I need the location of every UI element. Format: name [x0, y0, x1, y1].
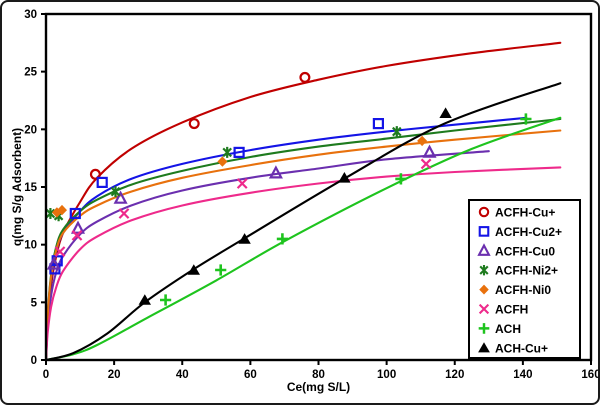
y-tick-label: 25 — [24, 67, 37, 79]
legend-label: ACH — [495, 322, 521, 336]
marker-x — [71, 230, 83, 241]
legend-label: ACFH-Ni2+ — [495, 264, 558, 278]
data-points — [45, 71, 532, 306]
marker-x — [54, 246, 66, 257]
legend: ACFH-Cu+ ACFH-Cu2+ ACFH-Cu0 ACFH-Ni2+ ACFH-N… — [468, 199, 581, 359]
x-tick-label: 80 — [312, 369, 325, 381]
legend-item-ACFH-Cu+: ACFH-Cu+ — [478, 206, 555, 220]
curve-ACH-Cu+ — [46, 82, 562, 360]
marker-filled-triangle — [439, 107, 452, 118]
legend-item-ACH-Cu+: ACH-Cu+ — [478, 341, 548, 355]
legend-label: ACFH-Cu0 — [495, 244, 555, 258]
marker-filled-triangle — [187, 264, 200, 275]
marker-filled-triangle — [478, 342, 490, 353]
legend-label: ACFH-Ni0 — [495, 283, 551, 297]
marker-filled-triangle — [238, 233, 251, 244]
marker-plus — [395, 173, 407, 185]
x-tick-label: 120 — [445, 369, 464, 381]
marker-open-triangle — [268, 165, 283, 179]
marker-filled-triangle — [338, 172, 351, 183]
y-tick-label: 15 — [24, 182, 37, 194]
legend-label: ACFH-Cu+ — [495, 206, 555, 220]
y-tick-label: 30 — [24, 9, 37, 21]
marker-open-triangle — [477, 243, 491, 256]
marker-star — [479, 264, 489, 276]
curve-ACFH-Cu0 — [46, 150, 490, 360]
series-ACFH-Cu+ — [89, 71, 311, 180]
x-tick-label: 160 — [581, 369, 600, 381]
legend-box — [468, 199, 581, 359]
marker-diamond — [217, 156, 228, 167]
marker-plus — [478, 323, 490, 334]
marker-star — [45, 208, 56, 219]
plot-box — [44, 12, 593, 362]
marker-star — [110, 186, 121, 198]
marker-x — [478, 303, 490, 315]
axis-ticks: 0 20 40 60 80 100 120 140 160 0 5 10 15 20 25 30 — [24, 9, 600, 381]
marker-open-square — [96, 176, 108, 188]
marker-star — [222, 146, 232, 158]
x-tick-label: 100 — [377, 369, 396, 381]
marker-diamond — [479, 284, 489, 295]
marker-open-circle — [89, 168, 101, 180]
y-tick-label: 10 — [24, 240, 37, 252]
marker-open-circle — [478, 206, 490, 218]
curve-ACFH-Ni0 — [46, 129, 562, 360]
marker-filled-triangle — [138, 294, 151, 305]
marker-open-triangle — [113, 190, 128, 204]
marker-open-triangle — [422, 144, 437, 158]
marker-open-circle — [299, 71, 311, 83]
x-tick-label: 0 — [43, 369, 49, 381]
marker-plus — [215, 264, 227, 276]
legend-label: ACFH — [495, 303, 528, 317]
marker-x — [420, 158, 432, 170]
series-ACH — [160, 113, 532, 306]
series-ACFH-Cu2+ — [49, 117, 384, 275]
legend-item-ACFH-Ni0: ACFH-Ni0 — [479, 283, 551, 297]
y-tick-label: 20 — [24, 124, 37, 136]
y-tick-label: 5 — [31, 297, 38, 309]
x-tick-label: 60 — [244, 369, 257, 381]
curve-ACFH — [46, 166, 562, 360]
x-tick-label: 140 — [513, 369, 532, 381]
y-axis-title: q(mg S/g Adsorbent) — [10, 127, 24, 247]
marker-star — [392, 126, 402, 138]
legend-item-ACFH-Cu2+: ACFH-Cu2+ — [478, 225, 562, 239]
marker-x — [236, 178, 248, 189]
x-tick-label: 20 — [108, 369, 121, 381]
marker-open-square — [69, 207, 81, 220]
marker-open-square — [478, 226, 490, 237]
series-ACFH — [54, 158, 432, 257]
legend-item-ACFH: ACFH — [478, 303, 528, 317]
marker-open-square — [233, 146, 245, 158]
x-axis-title: Ce(mg S/L) — [286, 380, 351, 394]
series-ACH-Cu+ — [138, 107, 452, 305]
marker-open-triangle — [46, 256, 61, 270]
fit-curves — [46, 41, 562, 360]
marker-open-circle — [188, 118, 200, 130]
legend-item-ACFH-Ni2+: ACFH-Ni2+ — [479, 264, 558, 278]
marker-plus — [160, 294, 172, 306]
x-tick-label: 40 — [176, 369, 189, 381]
series-ACFH-Cu0 — [46, 144, 437, 270]
marker-plus — [520, 113, 532, 125]
legend-label: ACH-Cu+ — [495, 341, 548, 355]
marker-open-triangle — [70, 220, 86, 234]
marker-open-square — [372, 117, 384, 130]
legend-item-ACFH-Cu0: ACFH-Cu0 — [477, 243, 555, 258]
marker-plus — [276, 233, 288, 245]
y-tick-label: 0 — [31, 355, 37, 367]
marker-x — [118, 208, 130, 219]
legend-item-ACH: ACH — [478, 322, 521, 336]
legend-label: ACFH-Cu2+ — [495, 225, 562, 239]
curve-ACH — [46, 116, 562, 360]
